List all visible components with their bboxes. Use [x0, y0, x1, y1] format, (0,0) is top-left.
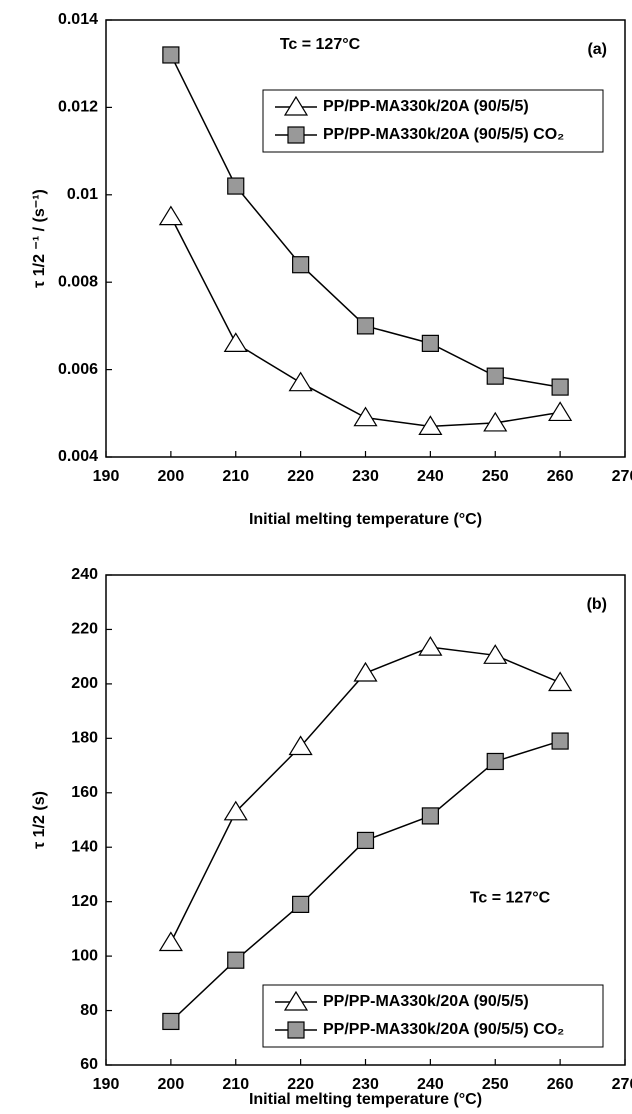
- y-axis-label: τ 1/2 (s): [31, 791, 48, 849]
- x-tick-label: 200: [158, 1076, 185, 1093]
- square-marker: [551, 378, 569, 396]
- x-axis-label: Initial melting temperature (°C): [249, 511, 482, 528]
- triangle-marker: [283, 95, 309, 116]
- x-tick-label: 220: [287, 1076, 314, 1093]
- triangle-marker: [418, 635, 443, 656]
- square-marker: [356, 831, 375, 850]
- y-tick-label: 180: [71, 730, 98, 747]
- triangle-marker: [353, 661, 378, 682]
- plot-frame: [105, 19, 626, 458]
- y-tick-label: 80: [80, 1002, 98, 1019]
- x-tick-label: 210: [222, 1076, 249, 1093]
- legend-label: PP/PP-MA330k/20A (90/5/5): [323, 993, 529, 1010]
- legend-label: PP/PP-MA330k/20A (90/5/5) CO₂: [323, 1021, 564, 1038]
- square-marker: [162, 46, 180, 64]
- triangle-marker: [548, 401, 573, 422]
- y-tick-label: 200: [71, 675, 98, 692]
- series-line: [170, 740, 561, 1022]
- x-tick-label: 250: [482, 1076, 509, 1093]
- annotation: Tc = 127°C: [470, 890, 551, 907]
- y-axis-label: τ 1/2 ⁻¹ / (s⁻¹): [31, 189, 48, 288]
- square-marker: [162, 1012, 180, 1031]
- square-marker: [486, 367, 504, 385]
- square-marker: [421, 807, 439, 825]
- x-tick-label: 270: [612, 468, 632, 485]
- square-marker: [551, 732, 569, 750]
- legend-label: PP/PP-MA330k/20A (90/5/5): [323, 98, 529, 115]
- triangle-marker: [223, 800, 248, 821]
- triangle-marker: [288, 735, 313, 756]
- legend-box: [262, 89, 604, 153]
- y-tick-label: 0.014: [58, 11, 98, 28]
- y-tick-label: 0.004: [58, 448, 98, 465]
- y-tick-label: 220: [71, 621, 98, 638]
- x-tick-label: 200: [158, 468, 185, 485]
- y-tick-label: 0.012: [58, 99, 98, 116]
- annotation: Tc = 127°C: [280, 36, 361, 53]
- square-marker: [356, 317, 375, 335]
- triangle-marker: [158, 205, 183, 226]
- square-marker: [287, 1021, 305, 1039]
- square-marker: [486, 752, 504, 771]
- y-tick-label: 140: [71, 838, 98, 855]
- x-tick-label: 230: [352, 1076, 379, 1093]
- y-tick-label: 0.006: [58, 361, 98, 378]
- y-tick-label: 0.01: [67, 186, 98, 203]
- triangle-marker: [353, 406, 378, 427]
- triangle-marker: [288, 371, 313, 392]
- legend-label: PP/PP-MA330k/20A (90/5/5) CO₂: [323, 126, 564, 143]
- triangle-marker: [548, 671, 573, 692]
- x-tick-label: 210: [222, 468, 249, 485]
- legend-box: [262, 984, 604, 1048]
- y-tick-label: 240: [71, 566, 98, 583]
- panel-label: (a): [587, 41, 607, 58]
- triangle-marker: [418, 415, 443, 436]
- x-tick-label: 230: [352, 468, 379, 485]
- y-tick-label: 160: [71, 784, 98, 801]
- triangle-marker: [158, 931, 183, 952]
- x-tick-label: 260: [547, 468, 574, 485]
- x-tick-label: 240: [417, 468, 444, 485]
- square-marker: [227, 177, 245, 195]
- triangle-marker: [483, 644, 508, 664]
- x-tick-label: 240: [417, 1076, 444, 1093]
- square-marker: [421, 334, 439, 352]
- triangle-marker: [283, 990, 309, 1011]
- x-tick-label: 190: [93, 1076, 120, 1093]
- y-tick-label: 60: [80, 1056, 98, 1073]
- x-axis-label: Initial melting temperature (°C): [249, 1091, 482, 1108]
- x-tick-label: 260: [547, 1076, 574, 1093]
- square-marker: [292, 895, 310, 913]
- x-tick-label: 250: [482, 468, 509, 485]
- y-tick-label: 120: [71, 893, 98, 910]
- panel-label: (b): [587, 596, 607, 613]
- x-tick-label: 220: [287, 468, 314, 485]
- square-marker: [292, 256, 310, 274]
- square-marker: [227, 951, 245, 969]
- y-tick-label: 100: [71, 947, 98, 964]
- x-tick-label: 190: [93, 468, 120, 485]
- square-marker: [287, 126, 305, 144]
- triangle-marker: [223, 332, 248, 352]
- y-tick-label: 0.008: [58, 273, 98, 290]
- triangle-marker: [483, 411, 508, 432]
- x-tick-label: 270: [612, 1076, 632, 1093]
